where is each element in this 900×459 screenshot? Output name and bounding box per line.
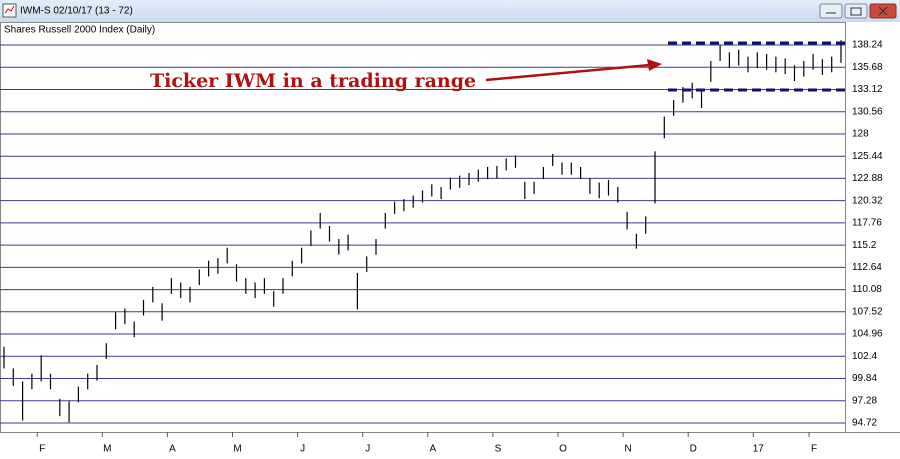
x-tick-label: 17 bbox=[753, 444, 765, 455]
chart-title: Shares Russell 2000 Index (Daily) bbox=[4, 25, 155, 36]
y-tick-label: 120.32 bbox=[852, 195, 883, 206]
x-tick-label: O bbox=[559, 444, 567, 455]
y-tick-label: 110.08 bbox=[852, 284, 882, 295]
x-tick-label: F bbox=[39, 444, 45, 455]
x-tick-label: A bbox=[429, 444, 436, 455]
y-tick-label: 135.68 bbox=[852, 62, 883, 73]
y-tick-label: 138.24 bbox=[852, 40, 883, 51]
y-tick-label: 130.56 bbox=[852, 106, 883, 117]
minimize-button[interactable] bbox=[819, 3, 843, 19]
y-tick-label: 99.84 bbox=[852, 373, 877, 384]
maximize-button[interactable] bbox=[844, 3, 868, 19]
x-tick-label: S bbox=[495, 444, 502, 455]
x-tick-label: J bbox=[365, 444, 370, 455]
x-tick-label: M bbox=[103, 444, 111, 455]
y-tick-label: 128 bbox=[852, 129, 869, 140]
y-tick-label: 133.12 bbox=[852, 84, 883, 95]
window-button-glyphs bbox=[826, 6, 888, 16]
x-tick-label: M bbox=[233, 444, 241, 455]
y-tick-label: 112.64 bbox=[852, 262, 882, 273]
y-tick-label: 115.2 bbox=[852, 240, 877, 251]
y-tick-label: 97.28 bbox=[852, 395, 877, 406]
y-tick-label: 102.4 bbox=[852, 351, 877, 362]
y-tick-label: 94.72 bbox=[852, 418, 877, 429]
annotation-text: Ticker IWM in a trading range bbox=[150, 70, 476, 92]
y-tick-label: 122.88 bbox=[852, 173, 883, 184]
title-bar bbox=[0, 0, 900, 22]
x-tick-label: J bbox=[300, 444, 305, 455]
annotation-arrow-shaft bbox=[485, 63, 651, 82]
window-title: IWM-S 02/10/17 (13 - 72) bbox=[20, 6, 133, 17]
y-tick-label: 104.96 bbox=[852, 329, 883, 340]
x-tick-label: D bbox=[690, 444, 697, 455]
y-tick-label: 117.76 bbox=[852, 218, 882, 229]
y-tick-label: 125.44 bbox=[852, 151, 883, 162]
x-tick-label: F bbox=[811, 444, 817, 455]
x-tick-label: N bbox=[624, 444, 631, 455]
x-tick-label: A bbox=[169, 444, 176, 455]
y-tick-label: 107.52 bbox=[852, 306, 883, 317]
app-icon-glyph bbox=[4, 5, 15, 14]
annotation-arrow-head bbox=[647, 59, 662, 71]
